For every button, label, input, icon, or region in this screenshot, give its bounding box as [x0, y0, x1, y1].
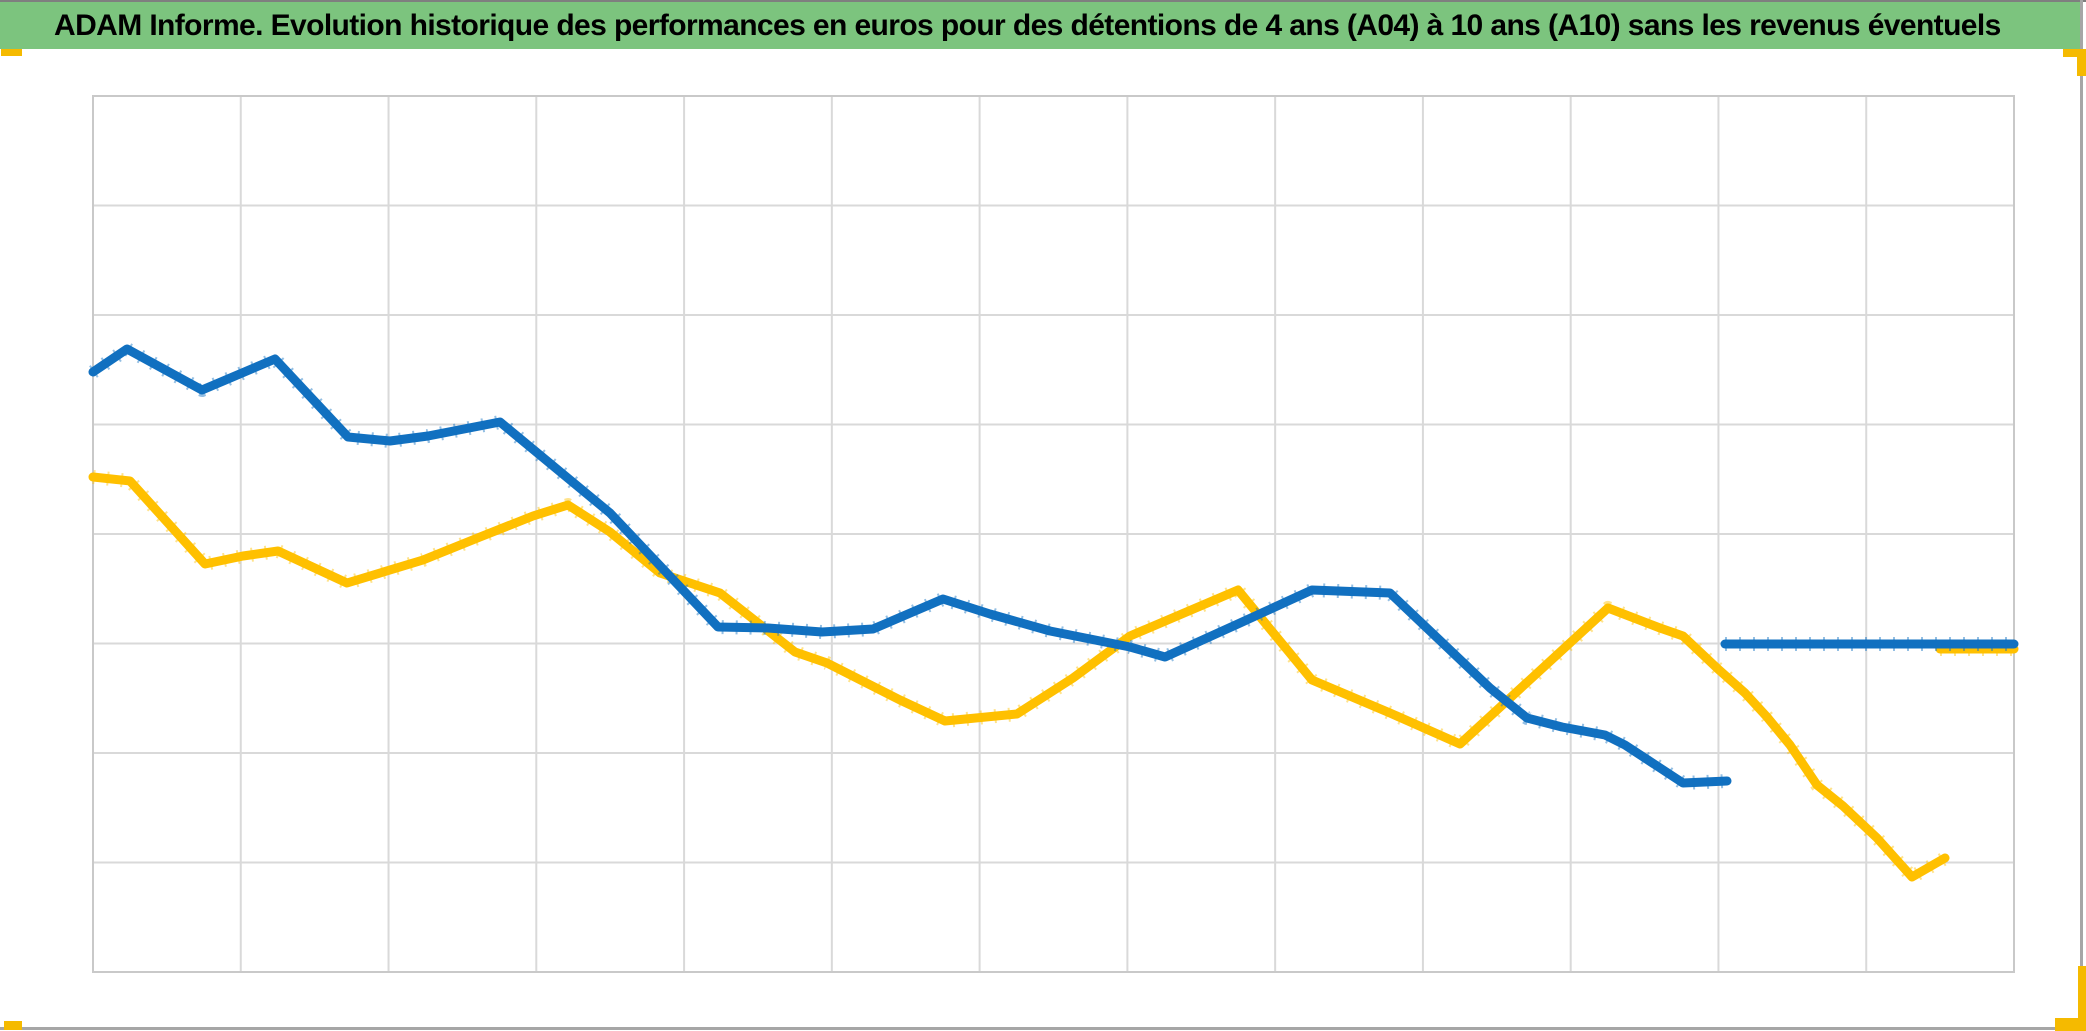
selection-corner-top-right-icon	[2077, 49, 2086, 76]
selection-corner-bottom-left-icon	[4, 1021, 22, 1030]
selection-corner-bottom-right-icon	[2078, 966, 2086, 1031]
window-border-right	[2080, 0, 2083, 1031]
selection-corner-bottom-right-icon	[2055, 1018, 2086, 1031]
selection-corner-top-left-icon	[1, 49, 22, 56]
window-border-bottom	[0, 1027, 2086, 1030]
selection-corner-top-right-icon	[2063, 49, 2086, 57]
sheet-title-bar[interactable]: ADAM Informe. Evolution historique des p…	[0, 2, 2081, 49]
page-title: ADAM Informe. Evolution historique des p…	[54, 8, 2001, 42]
window-border-top	[0, 0, 2086, 2]
